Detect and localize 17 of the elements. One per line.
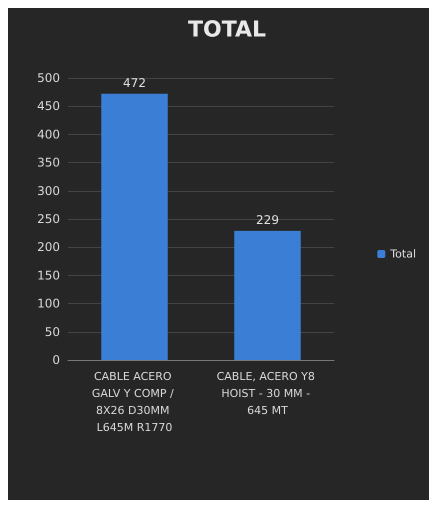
y-tick-label: 0 bbox=[52, 353, 60, 367]
y-tick-label: 200 bbox=[37, 240, 60, 254]
data-label: 229 bbox=[256, 212, 279, 227]
y-tick-label: 350 bbox=[37, 156, 60, 170]
x-tick-label: CABLE ACERO GALV Y COMP / 8X26 D30MM L645M R1770 bbox=[92, 370, 178, 434]
y-tick-label: 300 bbox=[37, 184, 60, 198]
data-label: 472 bbox=[123, 76, 146, 90]
y-tick-label: 500 bbox=[37, 71, 60, 85]
chart-title: TOTAL bbox=[188, 18, 266, 42]
y-tick-label: 250 bbox=[37, 212, 60, 226]
x-tick-label: CABLE, ACERO Y8 HOIST - 30 MM - 645 MT bbox=[216, 370, 318, 417]
y-tick-label: 450 bbox=[37, 99, 60, 114]
y-tick-label: 50 bbox=[44, 324, 60, 339]
legend-label: Total bbox=[389, 248, 416, 260]
y-tick-label: 150 bbox=[37, 268, 60, 282]
y-tick-label: 100 bbox=[37, 296, 60, 311]
y-tick-label: 400 bbox=[37, 127, 60, 142]
